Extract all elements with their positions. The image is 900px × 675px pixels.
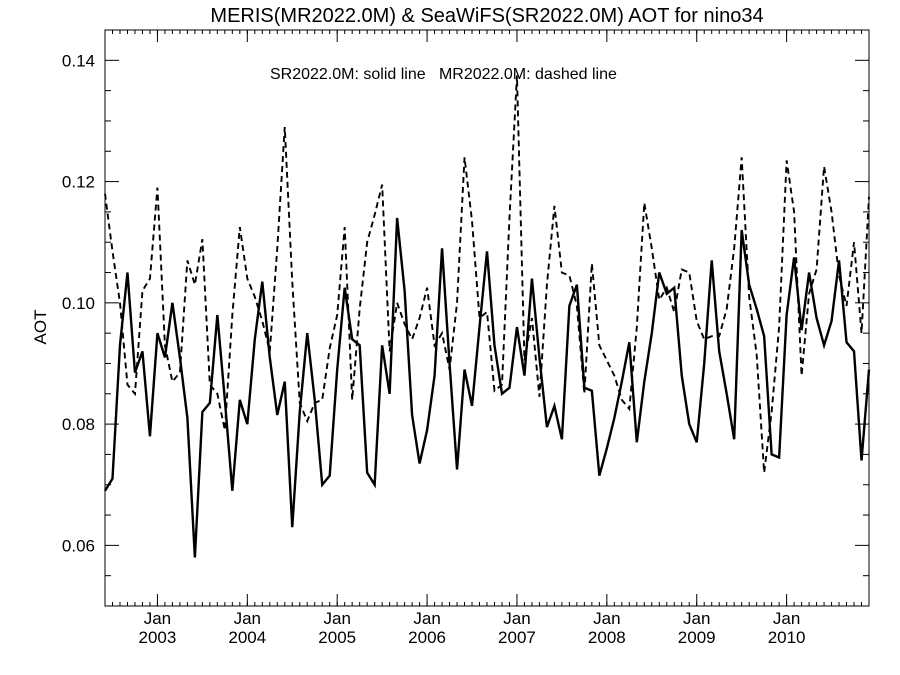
y-tick-label: 0.06 <box>62 536 95 555</box>
x-tick-year-label: 2007 <box>498 628 536 647</box>
x-tick-month-label: Jan <box>593 609 620 628</box>
x-tick-month-label: Jan <box>683 609 710 628</box>
x-tick-year-label: 2004 <box>228 628 266 647</box>
x-tick-year-label: 2006 <box>408 628 446 647</box>
series-line-sr2022-solid <box>103 217 871 558</box>
x-tick-month-label: Jan <box>413 609 440 628</box>
x-tick-year-label: 2005 <box>318 628 356 647</box>
chart-title: MERIS(MR2022.0M) & SeaWiFS(SR2022.0M) AO… <box>210 5 763 27</box>
series-line-mr2022-dashed <box>104 75 870 473</box>
plot-frame <box>104 29 870 607</box>
x-tick-year-label: 2009 <box>678 628 716 647</box>
x-tick-year-label: 2008 <box>588 628 626 647</box>
x-tick-month-label: Jan <box>503 609 530 628</box>
x-tick-month-label: Jan <box>144 609 171 628</box>
y-tick-label: 0.08 <box>62 415 95 434</box>
data-series <box>103 75 871 558</box>
y-tick-label: 0.12 <box>62 173 95 192</box>
x-tick-year-label: 2003 <box>139 628 177 647</box>
x-tick-month-label: Jan <box>773 609 800 628</box>
x-tick-year-label: 2010 <box>768 628 806 647</box>
x-tick-month-label: Jan <box>234 609 261 628</box>
axis-ticks: 0.060.080.100.120.14Jan2003Jan2004Jan200… <box>62 29 870 647</box>
x-tick-month-label: Jan <box>323 609 350 628</box>
y-tick-label: 0.10 <box>62 294 95 313</box>
legend-annotation: SR2022.0M: solid line MR2022.0M: dashed … <box>270 66 617 83</box>
y-axis-label: AOT <box>31 310 50 345</box>
y-tick-label: 0.14 <box>62 51 95 70</box>
